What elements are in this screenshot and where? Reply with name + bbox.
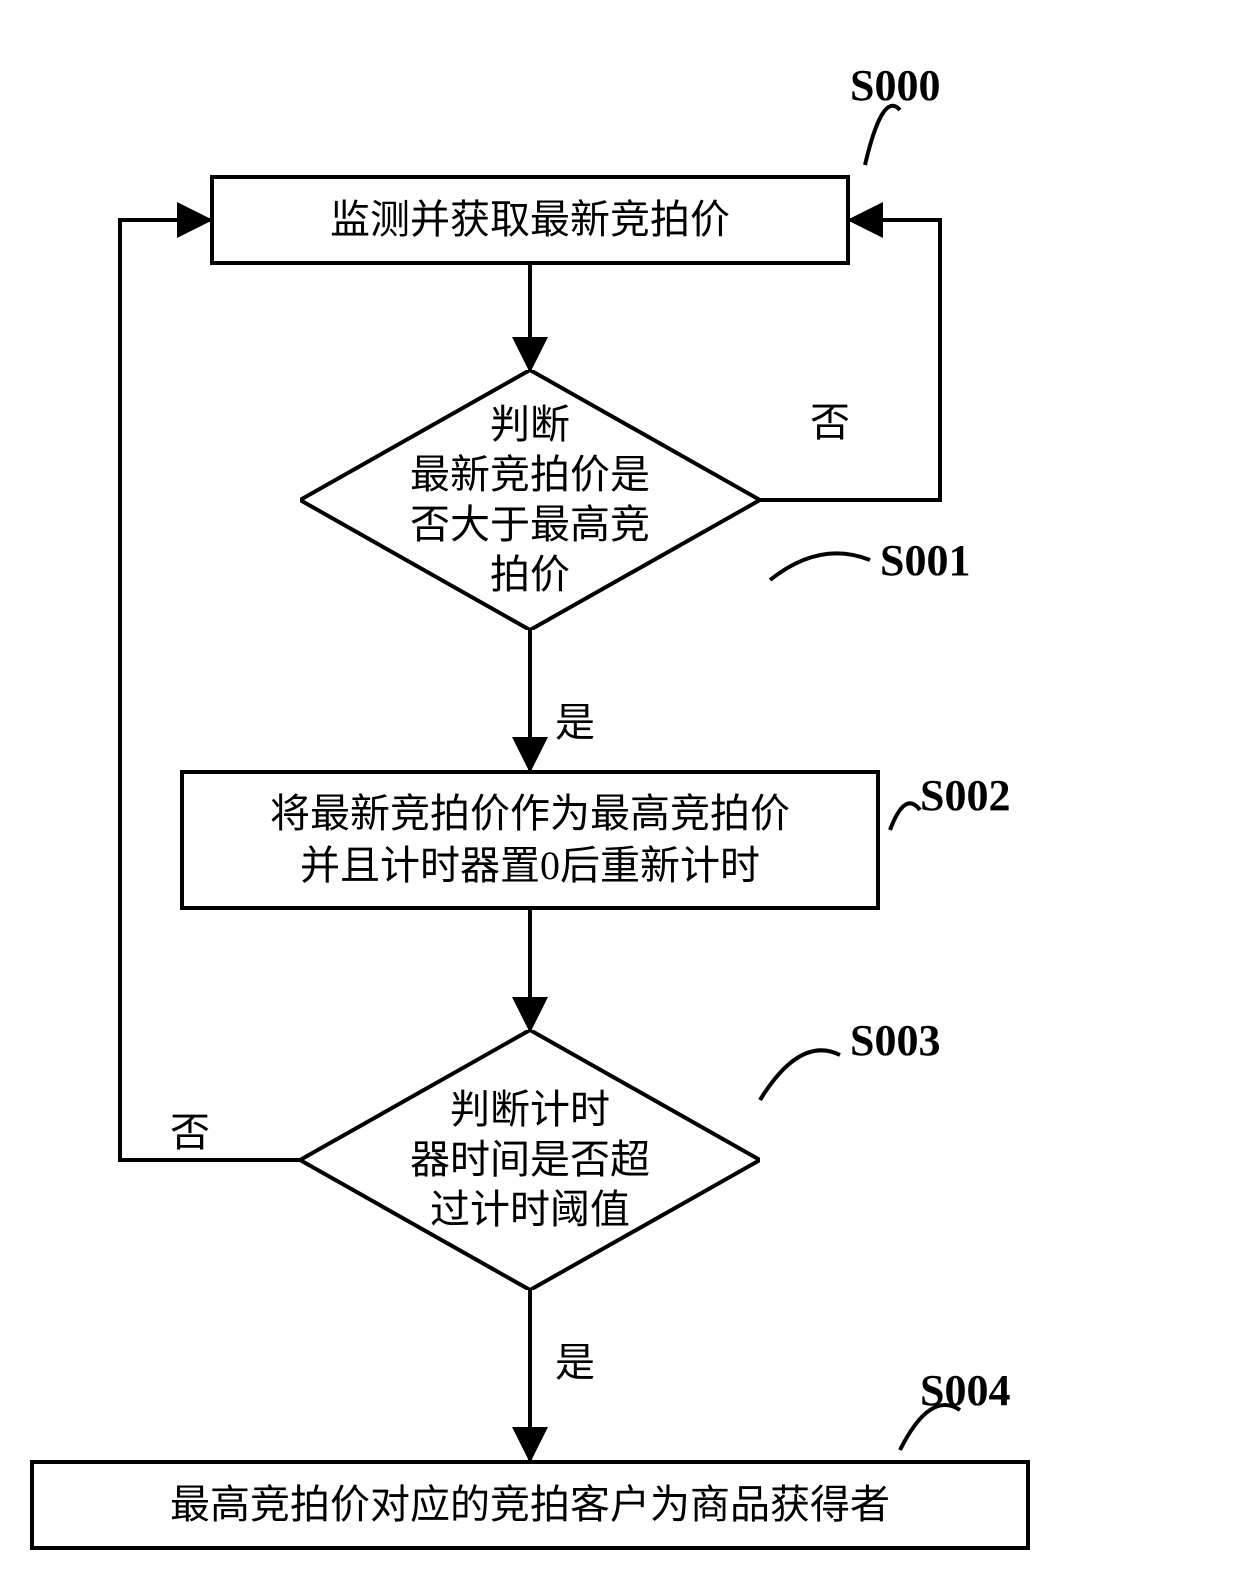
s001-line3: 否大于最高竞 [410, 500, 650, 550]
label-s003: S003 [850, 1015, 940, 1066]
s003-line3: 过计时阈值 [410, 1185, 650, 1235]
node-s001: 判断 最新竞拍价是 否大于最高竞 拍价 [300, 370, 760, 630]
label-s004: S004 [920, 1365, 1010, 1416]
s001-line4: 拍价 [410, 550, 650, 600]
label-s000: S000 [850, 60, 940, 111]
edge-label-s001-no: 否 [810, 390, 850, 448]
label-s001: S001 [880, 535, 970, 586]
flowchart-canvas: 监测并获取最新竞拍价 S000 判断 最新竞拍价是 否大于最高竞 拍价 S001… [0, 0, 1240, 1590]
edge-label-s003-yes: 是 [555, 1330, 595, 1388]
label-s002: S002 [920, 770, 1010, 821]
s003-line1: 判断计时 [410, 1085, 650, 1135]
node-s002: 将最新竞拍价作为最高竞拍价 并且计时器置0后重新计时 [180, 770, 880, 910]
node-s004: 最高竞拍价对应的竞拍客户为商品获得者 [30, 1460, 1030, 1550]
node-s000: 监测并获取最新竞拍价 [210, 175, 850, 265]
node-s003: 判断计时 器时间是否超 过计时阈值 [300, 1030, 760, 1290]
node-s001-text: 判断 最新竞拍价是 否大于最高竞 拍价 [410, 400, 650, 600]
node-s004-text: 最高竞拍价对应的竞拍客户为商品获得者 [170, 1479, 890, 1531]
edge-label-s003-no: 否 [170, 1100, 210, 1158]
s002-line1: 将最新竞拍价作为最高竞拍价 [270, 788, 790, 840]
s003-line2: 器时间是否超 [410, 1135, 650, 1185]
s002-line2: 并且计时器置0后重新计时 [300, 840, 760, 892]
s001-line1: 判断 [410, 400, 650, 450]
edge-label-s001-yes: 是 [555, 690, 595, 748]
node-s003-text: 判断计时 器时间是否超 过计时阈值 [410, 1085, 650, 1235]
node-s000-text: 监测并获取最新竞拍价 [330, 194, 730, 246]
s001-line2: 最新竞拍价是 [410, 450, 650, 500]
